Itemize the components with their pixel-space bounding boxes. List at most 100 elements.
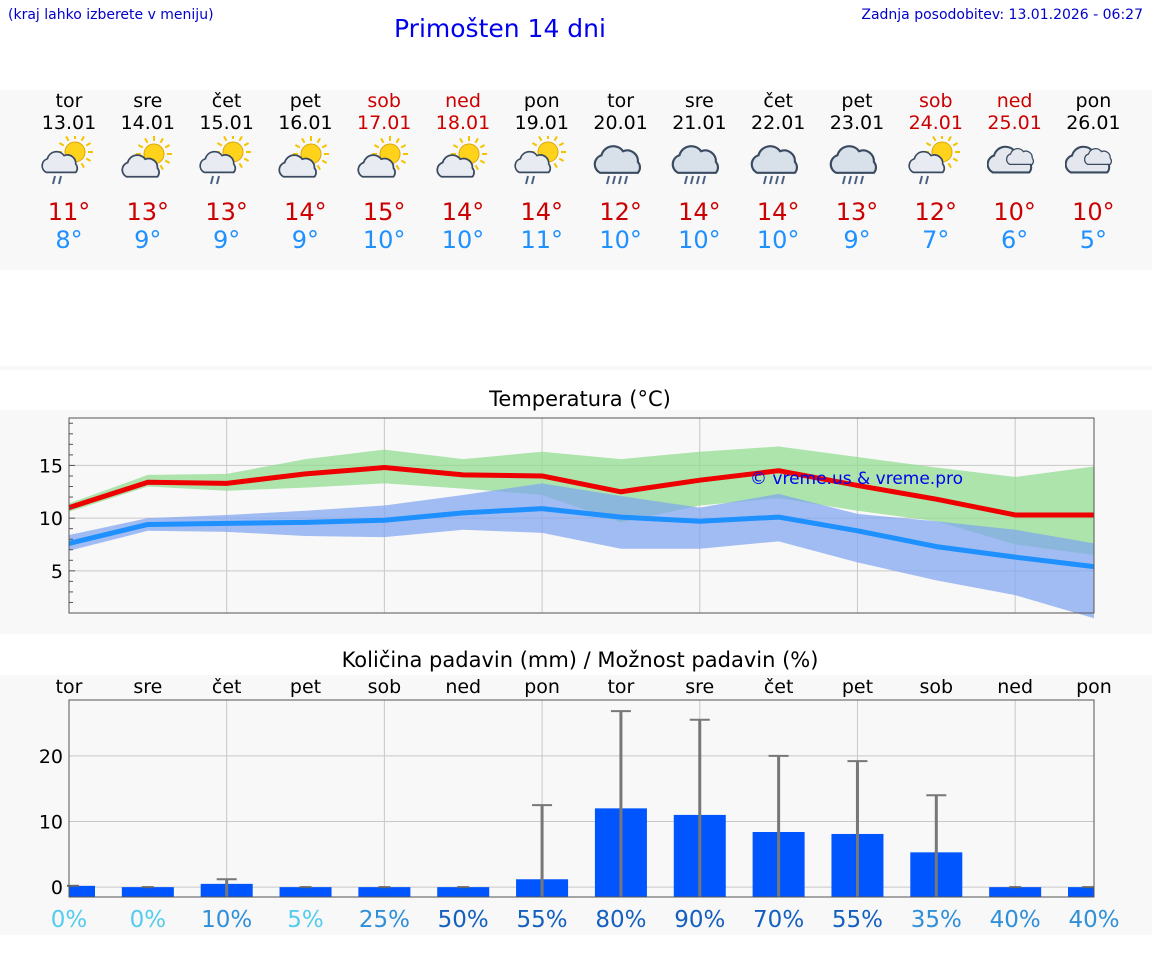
- day-label: čet: [212, 676, 242, 698]
- cloud-icon: [1065, 145, 1113, 174]
- precipitation-probability: 55%: [832, 907, 883, 933]
- day-date: 17.01: [356, 112, 412, 134]
- precipitation-probability: 55%: [517, 907, 568, 933]
- max-temperature: 10°: [993, 198, 1036, 226]
- min-temperature: 10°: [362, 226, 406, 254]
- min-temperature: 7°: [922, 226, 950, 254]
- forecast-strip: tor 13.01 11° 8° sre 14.01 13° 9° čet 15…: [0, 90, 1152, 270]
- day-label: tor: [607, 676, 634, 698]
- precipitation-probability: 10%: [201, 907, 252, 933]
- cloud-icon: [986, 145, 1034, 174]
- min-temperature: 11°: [520, 226, 564, 254]
- max-temperature: 13°: [205, 198, 248, 226]
- day-name: tor: [55, 90, 83, 112]
- min-temperature: 9°: [843, 226, 871, 254]
- day-date: 15.01: [199, 112, 254, 134]
- sun-cloud-icon: [436, 136, 487, 178]
- day-label: pon: [1076, 676, 1112, 698]
- day-date: 14.01: [120, 112, 175, 134]
- day-label: čet: [764, 676, 794, 698]
- min-temperature: 6°: [1000, 226, 1029, 254]
- day-name: sre: [133, 90, 163, 112]
- precipitation-probability: 5%: [287, 907, 324, 933]
- min-range-band: [69, 483, 1094, 619]
- day-name: sob: [367, 90, 401, 112]
- day-date: 25.01: [987, 112, 1042, 134]
- precipitation-probability: 0%: [51, 907, 88, 933]
- page-title: Primošten 14 dni: [394, 14, 606, 43]
- y-tick-label: 10: [39, 508, 63, 530]
- max-temperature: 14°: [441, 198, 485, 226]
- precipitation-bar: [121, 887, 174, 897]
- precipitation-bar: [437, 887, 490, 897]
- day-date: 23.01: [829, 112, 885, 134]
- max-temperature: 14°: [756, 198, 800, 226]
- max-temperature: 13°: [126, 198, 170, 226]
- min-temperature: 5°: [1079, 226, 1108, 254]
- plot-frame: [68, 417, 1095, 614]
- precipitation-probability: 70%: [753, 907, 804, 933]
- day-label: ned: [445, 676, 481, 698]
- min-temperature: 9°: [212, 226, 241, 254]
- max-temperature: 14°: [678, 198, 721, 226]
- day-date: 21.01: [672, 112, 727, 134]
- day-date: 22.01: [750, 112, 806, 134]
- day-date: 26.01: [1066, 112, 1121, 134]
- y-tick-label: 10: [39, 811, 63, 833]
- day-label: sob: [368, 676, 402, 698]
- sun-cloud-rain-icon: [908, 136, 960, 185]
- min-temperature-line: [68, 506, 1095, 570]
- day-date: 20.01: [593, 112, 648, 134]
- precipitation-bar: [1068, 887, 1094, 897]
- max-temperature: 14°: [520, 198, 564, 226]
- day-date: 13.01: [41, 112, 97, 134]
- min-temperature: 10°: [599, 226, 642, 254]
- watermark: © vreme.us & vreme.pro: [750, 469, 963, 489]
- day-date: 24.01: [908, 112, 963, 134]
- day-name: pon: [523, 90, 560, 112]
- y-tick-label: 0: [51, 877, 63, 899]
- precipitation-bar: [989, 887, 1042, 897]
- max-temperature: 12°: [914, 198, 958, 226]
- day-name: čet: [211, 90, 242, 112]
- precipitation-probability: 80%: [595, 907, 646, 933]
- max-temperature: 10°: [1072, 198, 1115, 226]
- sun-cloud-rain-icon: [41, 136, 93, 185]
- y-tick-label: 5: [51, 561, 63, 583]
- sun-cloud-rain-icon: [198, 136, 251, 185]
- day-label: sre: [685, 676, 714, 698]
- day-name: sre: [684, 90, 714, 112]
- precipitation-probability: 90%: [674, 907, 725, 933]
- precipitation-probability: 50%: [438, 907, 489, 933]
- day-name: čet: [763, 90, 793, 112]
- day-name: ned: [996, 90, 1033, 112]
- divider: [0, 366, 1152, 370]
- day-label: sob: [920, 676, 954, 698]
- precipitation-probability: 25%: [359, 907, 410, 933]
- max-temperature-line: [68, 465, 1094, 518]
- min-temperature: 8°: [55, 226, 83, 254]
- min-temperature: 9°: [291, 226, 320, 254]
- last-updated: Zadnja posodobitev: 13.01.2026 - 06:27: [861, 7, 1143, 23]
- precipitation-bar: [69, 885, 95, 897]
- cloud-rain-icon: [672, 145, 720, 185]
- day-name: pet: [841, 90, 873, 112]
- sun-cloud-icon: [121, 136, 172, 178]
- precipitation-bar: [358, 887, 411, 897]
- precipitation-probability: 0%: [130, 907, 167, 933]
- day-date: 18.01: [435, 112, 491, 134]
- max-temperature: 12°: [599, 198, 642, 226]
- location-hint: (kraj lahko izberete v meniju): [8, 7, 214, 23]
- max-temperature: 14°: [284, 198, 327, 226]
- day-label: ned: [997, 676, 1033, 698]
- day-date: 16.01: [278, 112, 333, 134]
- max-temperature: 13°: [835, 198, 879, 226]
- day-label: sre: [133, 676, 162, 698]
- y-tick-label: 15: [39, 455, 63, 477]
- precipitation-bar: [279, 887, 332, 897]
- min-temperature: 10°: [441, 226, 485, 254]
- cloud-rain-icon: [829, 145, 877, 185]
- cloud-rain-icon: [593, 145, 641, 185]
- min-temperature: 10°: [756, 226, 800, 254]
- min-temperature: 10°: [678, 226, 721, 254]
